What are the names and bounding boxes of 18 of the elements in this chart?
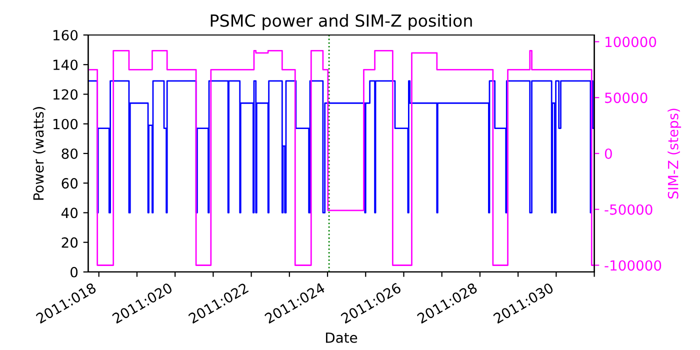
chart-title: PSMC power and SIM-Z position [210,14,472,30]
y2-axis-title: SIM-Z (steps) [668,108,682,199]
y-tick-label: 40 [61,208,78,218]
y2-tick-label: -100000 [604,260,662,271]
x-axis-title: Date [326,332,358,343]
y2-tick-label: 50000 [605,92,648,104]
y-tick-label: 0 [70,266,78,278]
y2-tick-label: -50000 [604,204,652,215]
y2-tick-label: 100000 [606,36,656,48]
y-tick-label: 160 [53,30,78,40]
y-tick-label: 120 [53,89,78,100]
y-axis-title: Power (watts) [32,107,46,200]
y-tick-label: 80 [62,148,78,159]
y-tick-label: 140 [53,60,78,70]
y-tick-label: 60 [62,178,78,189]
y-tick-label: 20 [62,237,78,248]
y-tick-label: 100 [53,118,78,130]
y2-tick-label: 0 [604,148,612,159]
